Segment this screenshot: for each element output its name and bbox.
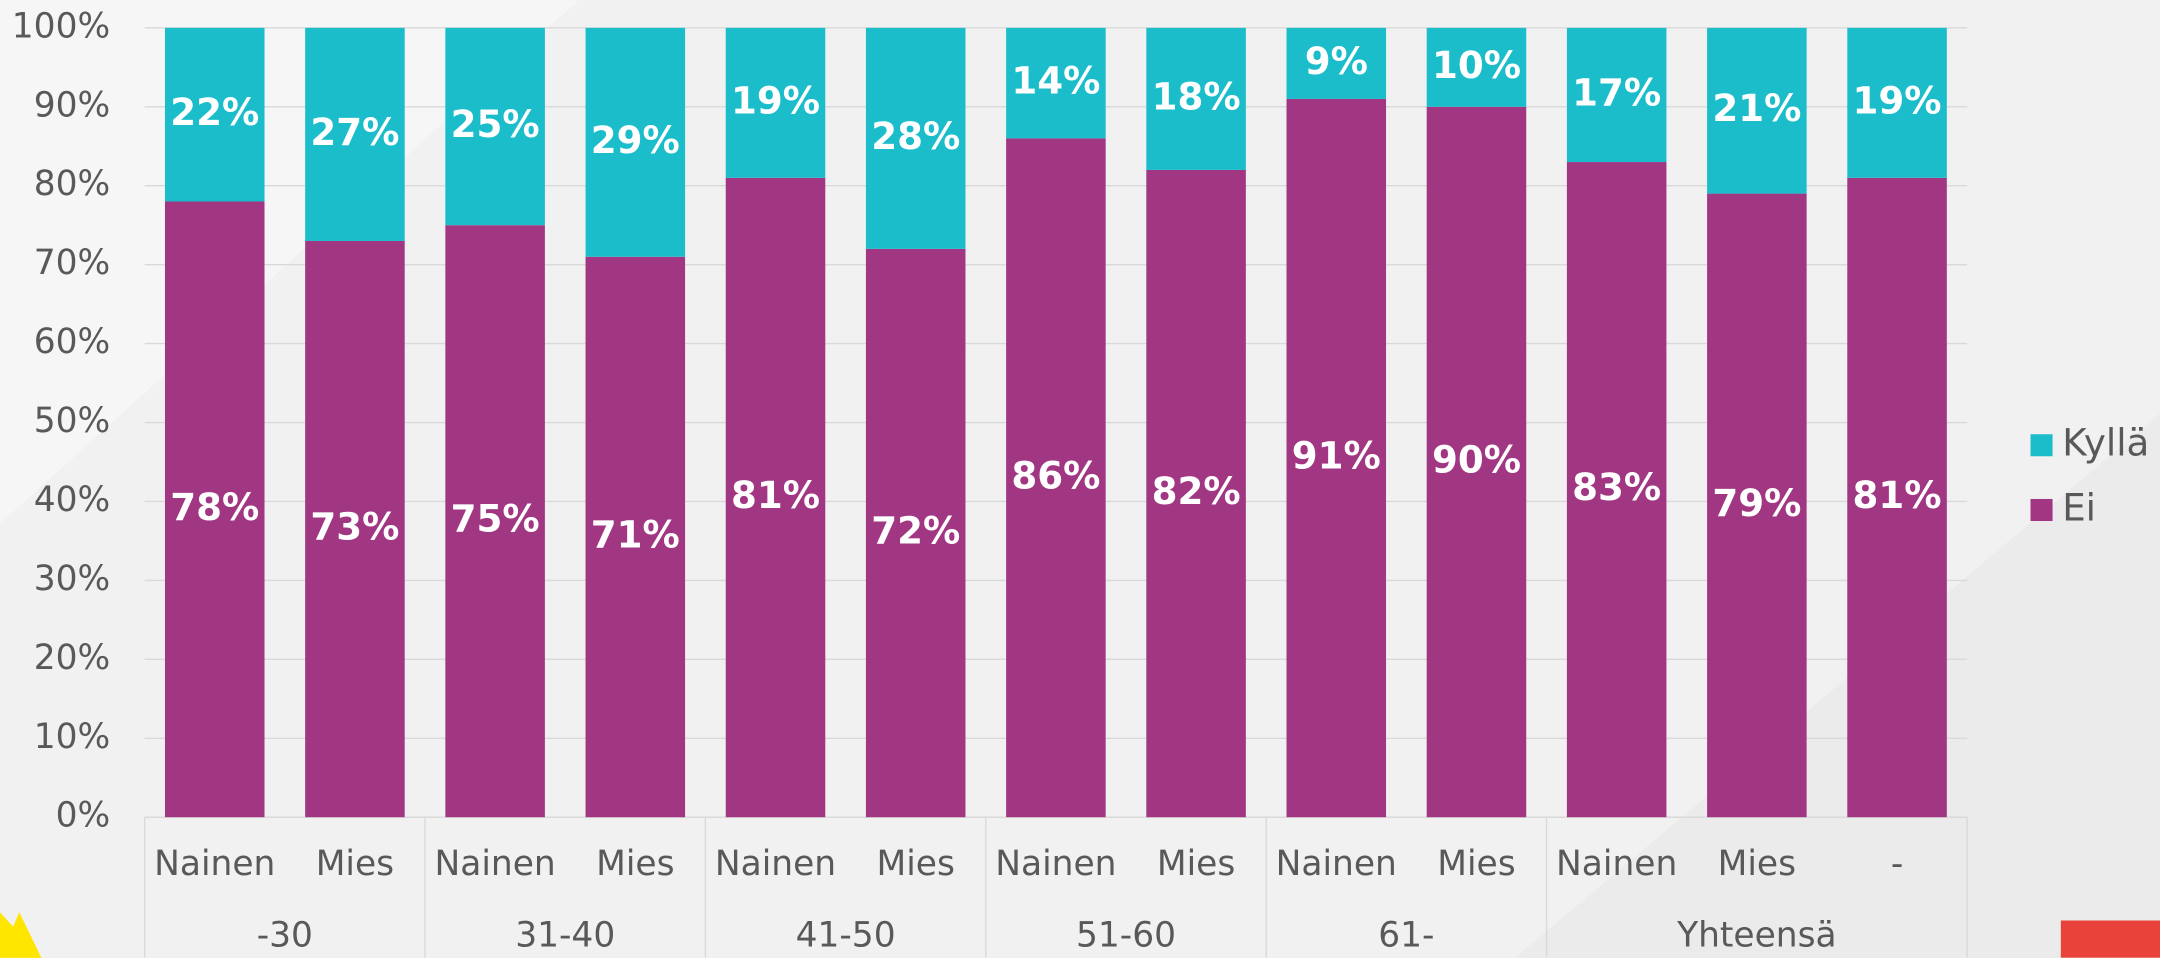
- x-tick-label: Nainen: [435, 844, 556, 884]
- decor-triangle: [0, 912, 42, 958]
- data-label: 86%: [1011, 453, 1100, 497]
- bar-segment: [1146, 169, 1246, 818]
- data-label: 78%: [170, 485, 259, 529]
- y-tick-label: 80%: [34, 164, 111, 204]
- x-tick-label: Mies: [1437, 844, 1515, 884]
- bar-segment: [1707, 193, 1807, 818]
- bar-segment: [865, 27, 966, 249]
- bar-segment: [1847, 177, 1947, 818]
- bar-segment: [164, 27, 265, 202]
- bar-segment: [445, 27, 545, 226]
- bar-segment: [1566, 27, 1667, 163]
- x-tick-label: Mies: [596, 844, 674, 884]
- x-tick-label: Mies: [1157, 844, 1235, 884]
- x-tick-label: -: [1891, 844, 1903, 884]
- y-tick-label: 30%: [34, 559, 111, 599]
- data-label: 79%: [1712, 481, 1801, 525]
- logo: [2060, 920, 2160, 958]
- bar-segment: [725, 27, 826, 178]
- bar-segment: [445, 225, 545, 818]
- data-label: 21%: [1712, 86, 1801, 130]
- y-tick-label: 40%: [34, 480, 111, 520]
- bar-segment: [725, 177, 826, 818]
- data-label: 19%: [731, 78, 820, 122]
- data-label: 22%: [170, 90, 259, 134]
- data-label: 17%: [1572, 70, 1661, 114]
- bg-shape: [0, 0, 579, 524]
- legend-label: Kyllä: [2062, 421, 2149, 465]
- bar-segment: [585, 256, 686, 818]
- bar-segment: [585, 27, 686, 257]
- data-label: 27%: [310, 110, 399, 154]
- y-tick-label: 20%: [34, 638, 111, 678]
- y-tick-label: 50%: [34, 401, 111, 441]
- bar-segment: [1426, 27, 1527, 107]
- data-label: 75%: [451, 497, 540, 541]
- data-label: 29%: [591, 118, 680, 162]
- data-label: 72%: [871, 509, 960, 553]
- bar-segment: [1006, 138, 1106, 818]
- x-tick-label: Mies: [1718, 844, 1796, 884]
- bg-shape: [1515, 413, 2160, 958]
- bar-segment: [164, 201, 265, 818]
- bar-segment: [1847, 27, 1947, 178]
- data-label: 91%: [1292, 434, 1381, 478]
- y-tick-label: 60%: [34, 322, 111, 362]
- bar-segment: [1286, 98, 1387, 818]
- group-label: 51-60: [1076, 916, 1176, 956]
- x-tick-label: Mies: [877, 844, 955, 884]
- legend-swatch: [2030, 434, 2053, 457]
- data-label: 73%: [310, 505, 399, 549]
- legend-label: Ei: [2062, 485, 2096, 529]
- group-label: -30: [257, 916, 313, 956]
- data-label: 71%: [591, 512, 680, 556]
- group-label: 31-40: [515, 916, 615, 956]
- bar-segment: [305, 240, 405, 818]
- bar-segment: [1566, 162, 1667, 818]
- data-label: 81%: [1853, 473, 1942, 517]
- bar-segment: [865, 248, 966, 818]
- data-label: 10%: [1432, 43, 1521, 87]
- data-label: 9%: [1305, 39, 1368, 83]
- data-label: 18%: [1152, 74, 1241, 118]
- data-label: 25%: [451, 102, 540, 146]
- data-label: 19%: [1853, 78, 1942, 122]
- x-tick-label: Nainen: [995, 844, 1116, 884]
- x-tick-label: Mies: [316, 844, 394, 884]
- y-tick-label: 90%: [34, 85, 111, 125]
- data-label: 14%: [1011, 59, 1100, 103]
- bar-segment: [1146, 27, 1246, 170]
- group-label: 61-: [1378, 916, 1434, 956]
- bar-segment: [1286, 27, 1387, 99]
- x-tick-label: Nainen: [1276, 844, 1397, 884]
- data-label: 81%: [731, 473, 820, 517]
- y-tick-label: 70%: [34, 243, 111, 283]
- legend-swatch: [2030, 498, 2053, 522]
- data-label: 82%: [1152, 469, 1241, 513]
- bar-segment: [1006, 27, 1106, 139]
- group-label: 41-50: [796, 916, 896, 956]
- x-tick-label: Nainen: [715, 844, 836, 884]
- x-tick-label: Nainen: [1556, 844, 1677, 884]
- data-label: 83%: [1572, 465, 1661, 509]
- data-label: 28%: [871, 114, 960, 158]
- x-tick-label: Nainen: [154, 844, 275, 884]
- group-label: Yhteensä: [1676, 916, 1837, 956]
- y-tick-label: 10%: [34, 717, 111, 757]
- bar-segment: [305, 27, 405, 241]
- bar-segment: [1426, 106, 1527, 818]
- y-tick-label: 0%: [56, 796, 111, 836]
- data-label: 90%: [1432, 437, 1521, 481]
- y-tick-label: 100%: [12, 6, 110, 46]
- bar-segment: [1707, 27, 1807, 194]
